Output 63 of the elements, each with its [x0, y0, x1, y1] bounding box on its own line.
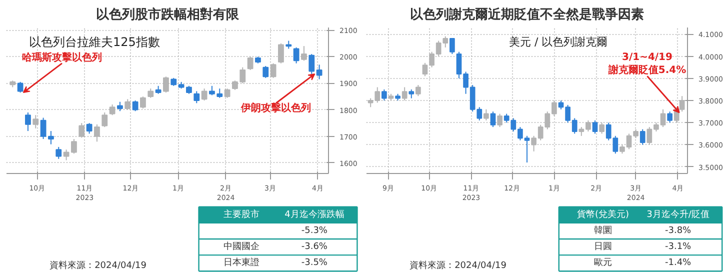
candlestick [209, 85, 215, 96]
candlestick [262, 65, 269, 78]
candlestick [102, 112, 108, 128]
annotation: 伊朗攻擊以色列 [240, 102, 312, 114]
text: -3.8% [664, 226, 692, 236]
source-note: 資料來源：2024/04/19 [50, 260, 147, 271]
candlestick [293, 46, 300, 64]
candlestick [140, 96, 146, 109]
text: -3.6% [301, 242, 328, 252]
candlestick [201, 88, 208, 101]
candlestick [247, 56, 254, 70]
text: -3.5% [301, 258, 328, 268]
candlestick [490, 111, 496, 128]
chart-title: 以色列股市跌幅相對有限 [96, 6, 240, 22]
category-label: 日圓 [594, 242, 612, 252]
candlestick [402, 86, 408, 101]
candlestick [71, 138, 77, 154]
candlestick [599, 122, 604, 134]
source-note: 資料來源：2024/04/19 [410, 260, 507, 271]
candlestick [17, 81, 24, 94]
text: 貨幣(兌美元) [576, 208, 629, 220]
candlestick [450, 38, 455, 55]
candlestick [109, 104, 116, 116]
candlestick [86, 122, 92, 134]
category-label: 中國國企 [224, 241, 260, 252]
text: 主要股市 [224, 208, 260, 220]
annotation: 以色列台拉維夫125指數 [29, 35, 160, 50]
candlestick [78, 122, 85, 138]
chart-title: 以色列謝克爾近期貶值不全然是戰爭因素 [410, 6, 644, 22]
text: -1.4% [664, 258, 692, 268]
candlestick [63, 149, 70, 161]
candlestick [132, 100, 138, 112]
candlestick [25, 112, 31, 132]
candlestick [301, 46, 307, 62]
category-label: 歐元 [594, 257, 612, 268]
text: -3.1% [664, 242, 692, 252]
candlestick [382, 88, 387, 101]
candlestick [56, 146, 62, 160]
text: 3月迄今升/貶值 [646, 208, 710, 220]
candlestick [416, 84, 421, 97]
candlestick [163, 76, 169, 94]
annotation: 美元 / 以色列謝克爾 [508, 36, 608, 49]
candlestick [94, 124, 100, 142]
candlestick [270, 62, 276, 78]
text: -5.3% [301, 226, 328, 236]
candlestick [117, 101, 123, 112]
candlestick [194, 90, 200, 104]
annotation: 哈瑪斯攻擊以色列 [22, 51, 102, 64]
candlestick [497, 113, 502, 128]
candlestick [148, 88, 154, 98]
candlestick [592, 120, 598, 134]
candlestick [640, 128, 646, 146]
candlestick [278, 42, 284, 64]
candlestick [316, 64, 322, 80]
text: 4月迄今漲跌幅 [284, 208, 344, 220]
annotation: 3/1~4/19 謝克爾貶值5.4% [607, 52, 686, 76]
candlestick [224, 88, 230, 98]
category-label: 日本東證 [224, 257, 260, 268]
candlestick [484, 108, 489, 121]
candlestick [216, 88, 223, 98]
category-label: 韓圜 [594, 224, 612, 236]
candlestick [124, 98, 131, 110]
candlestick [667, 111, 672, 124]
